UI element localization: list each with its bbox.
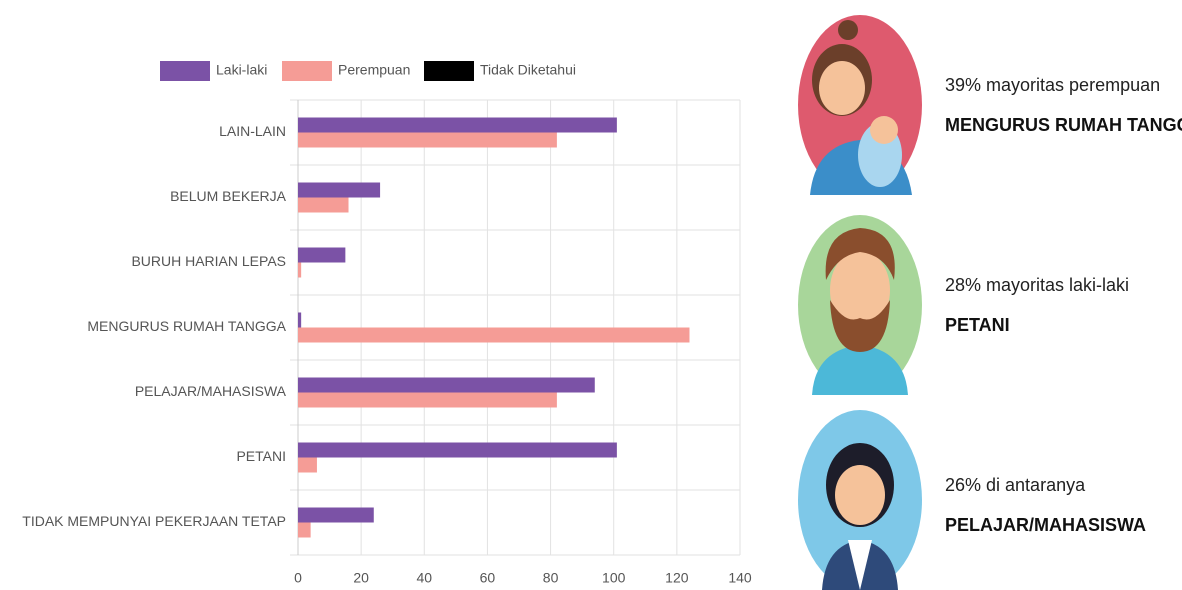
- y-tick-label: TIDAK MEMPUNYAI PEKERJAAN TETAP: [22, 513, 286, 529]
- x-tick-label: 100: [602, 570, 626, 586]
- legend-label: Tidak Diketahui: [480, 62, 576, 78]
- legend-swatch: [160, 61, 210, 81]
- highlight-title: PETANI: [945, 315, 1010, 335]
- legend-label: Perempuan: [338, 62, 410, 78]
- x-tick-label: 80: [543, 570, 559, 586]
- avatar-mother: [798, 15, 922, 195]
- y-tick-label: BELUM BEKERJA: [170, 188, 287, 204]
- highlight-text: 26% di antaranya: [945, 475, 1086, 495]
- legend-swatch: [424, 61, 474, 81]
- legend-swatch: [282, 61, 332, 81]
- y-tick-label: BURUH HARIAN LEPAS: [131, 253, 286, 269]
- highlight-text: 39% mayoritas perempuan: [945, 75, 1160, 95]
- avatar-student: [798, 410, 922, 590]
- y-tick-label: MENGURUS RUMAH TANGGA: [87, 318, 286, 334]
- bar: [298, 328, 689, 343]
- bar: [298, 118, 617, 133]
- bar: [298, 458, 317, 473]
- legend-label: Laki-laki: [216, 62, 267, 78]
- bar: [298, 443, 617, 458]
- highlight-title: PELAJAR/MAHASISWA: [945, 515, 1146, 535]
- highlight-text: 28% mayoritas laki-laki: [945, 275, 1129, 295]
- x-tick-label: 140: [728, 570, 752, 586]
- x-tick-label: 0: [294, 570, 302, 586]
- y-tick-label: LAIN-LAIN: [219, 123, 286, 139]
- bar: [298, 183, 380, 198]
- bar: [298, 393, 557, 408]
- x-tick-label: 60: [480, 570, 496, 586]
- bar: [298, 133, 557, 148]
- y-tick-label: PELAJAR/MAHASISWA: [135, 383, 287, 399]
- highlight-title: MENGURUS RUMAH TANGGA: [945, 115, 1182, 135]
- y-tick-label: PETANI: [236, 448, 286, 464]
- bar: [298, 248, 345, 263]
- bar: [298, 198, 349, 213]
- bar: [298, 313, 301, 328]
- bar: [298, 263, 301, 278]
- x-tick-label: 120: [665, 570, 689, 586]
- page: 0 20 40 60 80 100 120 140 LAIN-LAIN BELUM BEKERJA…: [0, 0, 1182, 590]
- x-tick-label: 20: [353, 570, 369, 586]
- bar: [298, 508, 374, 523]
- bar: [298, 523, 311, 538]
- avatar-man: [798, 215, 922, 395]
- x-tick-label: 40: [416, 570, 432, 586]
- bar: [298, 378, 595, 393]
